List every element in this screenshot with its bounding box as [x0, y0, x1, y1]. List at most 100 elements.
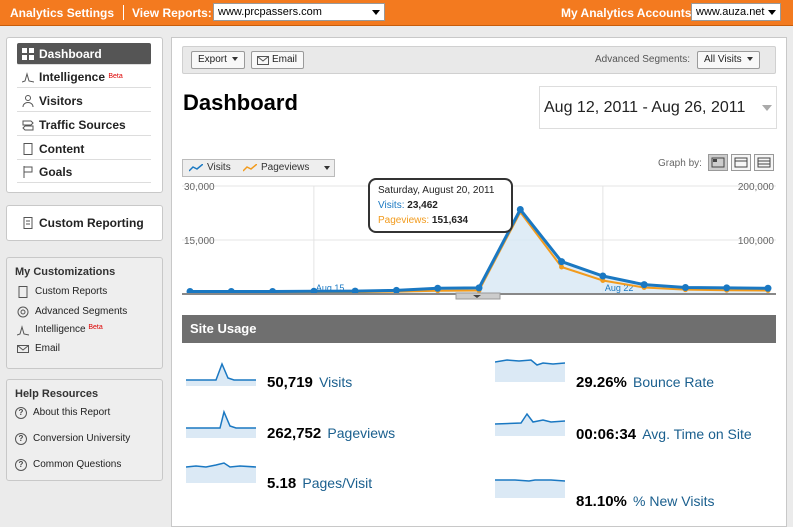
view-reports-label: View Reports: [132, 6, 212, 20]
metric-value: 29.26% [576, 374, 627, 391]
custom-reporting-panel: Custom Reporting [6, 205, 163, 241]
y-left-tick: 30,000 [184, 182, 215, 193]
toolbar: Export Email Advanced Segments: All Visi… [182, 46, 776, 74]
metric-value: 50,719 [267, 374, 313, 391]
nav-label: Dashboard [39, 47, 102, 61]
metric-visits: 50,719 Visits [267, 374, 352, 391]
link-label: About this Report [33, 407, 111, 418]
avg-time-sparkline [495, 412, 565, 436]
metric-value: 81.10% [576, 493, 627, 510]
nav-label: Intelligence [39, 70, 106, 84]
nav-visitors[interactable]: Visitors [17, 90, 151, 112]
link-label: Advanced Segments [35, 306, 128, 317]
chevron-down-icon [768, 10, 776, 15]
flag-icon [23, 166, 33, 178]
pageviews-sparkline [186, 409, 256, 438]
segments-value: All Visits [704, 54, 742, 65]
nav-goals[interactable]: Goals [17, 161, 151, 183]
metric-label[interactable]: Visits [319, 374, 353, 390]
line-series-icon [189, 164, 203, 172]
chevron-down-icon [324, 166, 330, 170]
graph-by-week-button[interactable] [731, 154, 751, 171]
metric-new-visits: 81.10% % New Visits [576, 493, 714, 510]
about-report-link[interactable]: ? About this Report [15, 407, 111, 419]
nav-label: Goals [39, 165, 73, 179]
nav-content[interactable]: Content [17, 138, 151, 160]
graph-by-day-button[interactable] [708, 154, 728, 171]
dashboard-icon [22, 48, 34, 60]
intelligence-link[interactable]: Intelligence Beta [17, 324, 103, 336]
email-link[interactable]: Email [17, 343, 60, 354]
metric-label[interactable]: % New Visits [633, 493, 715, 509]
y-left-tick: 15,000 [184, 236, 215, 247]
visits-sparkline [186, 361, 256, 386]
view-reports-select[interactable]: www.prcpassers.com [213, 3, 385, 21]
calendar-month-icon [757, 157, 771, 168]
visits-point [599, 272, 607, 280]
link-label: Custom Reports [35, 286, 108, 297]
calendar-day-icon [711, 157, 725, 168]
metric-label[interactable]: Pages/Visit [302, 475, 373, 491]
nav-panel: Dashboard Intelligence Beta Visitors Tra… [6, 37, 163, 193]
y-right-tick: 100,000 [738, 236, 775, 247]
email-button[interactable]: Email [251, 51, 305, 69]
tooltip-date: Saturday, August 20, 2011 [378, 185, 495, 196]
customizations-header: My Customizations [15, 266, 116, 278]
advanced-segments-link[interactable]: Advanced Segments [17, 306, 128, 318]
visits-point [764, 284, 772, 292]
link-label: Intelligence [35, 324, 86, 335]
metric-label[interactable]: Pageviews [327, 425, 396, 441]
beta-badge: Beta [88, 324, 103, 331]
chart-series-control[interactable]: Visits Pageviews [182, 159, 335, 177]
graph-by-month-button[interactable] [754, 154, 774, 171]
link-label: Email [35, 343, 61, 354]
tooltip-pageviews-label: Pageviews: [378, 215, 430, 226]
accounts-label: My Analytics Accounts: [561, 6, 696, 20]
beta-badge: Beta [108, 73, 123, 80]
analytics-settings-link[interactable]: Analytics Settings [10, 6, 115, 20]
line-series-icon [243, 164, 257, 172]
view-reports-value: www.prcpassers.com [218, 6, 322, 18]
conversion-university-link[interactable]: ? Conversion University [15, 433, 131, 445]
nav-custom-reporting[interactable]: Custom Reporting [17, 212, 151, 234]
chevron-down-icon [372, 10, 380, 15]
help-panel: Help Resources ? About this Report ? Con… [6, 379, 163, 481]
metric-pages-per-visit: 5.18 Pages/Visit [267, 475, 372, 492]
visits-point [351, 287, 359, 295]
common-questions-link[interactable]: ? Common Questions [15, 459, 121, 471]
report-icon [18, 286, 28, 298]
metric-value: 5.18 [267, 475, 297, 492]
nav-dashboard[interactable]: Dashboard [17, 43, 151, 65]
intelligence-icon [22, 72, 34, 83]
metric-value: 00:06:34 [576, 426, 637, 443]
chevron-down-icon [473, 295, 481, 298]
series-visits-label: Visits [207, 162, 231, 173]
metric-pageviews: 262,752 Pageviews [267, 425, 395, 442]
visits-point [558, 258, 566, 266]
nav-label: Visitors [39, 94, 83, 108]
link-label: Conversion University [33, 433, 131, 444]
custom-reports-link[interactable]: Custom Reports [17, 286, 108, 298]
chevron-down-icon [746, 57, 753, 62]
chevron-down-icon [231, 57, 238, 62]
envelope-icon [17, 345, 29, 353]
date-range-value: Aug 12, 2011 - Aug 26, 2011 [544, 99, 746, 116]
accounts-select[interactable]: www.auza.net [691, 3, 781, 21]
nav-intelligence[interactable]: Intelligence Beta [17, 66, 151, 88]
bounce-rate-sparkline [495, 359, 565, 382]
intelligence-icon [17, 325, 29, 336]
tooltip-pageviews-value: 151,634 [431, 215, 469, 226]
segments-select[interactable]: All Visits [697, 51, 760, 69]
help-icon: ? [15, 407, 27, 419]
page-title: Dashboard [183, 90, 298, 115]
date-range-picker[interactable]: Aug 12, 2011 - Aug 26, 2011 [539, 86, 777, 129]
envelope-icon [257, 56, 269, 65]
metric-label[interactable]: Bounce Rate [633, 374, 714, 390]
visits-point [434, 284, 442, 292]
help-header: Help Resources [15, 388, 99, 400]
x-tick-label: Aug 15 [316, 283, 345, 293]
metric-label[interactable]: Avg. Time on Site [642, 426, 752, 442]
export-button[interactable]: Export [191, 51, 245, 69]
pageviews-point [559, 264, 565, 270]
nav-traffic-sources[interactable]: Traffic Sources [17, 114, 151, 136]
